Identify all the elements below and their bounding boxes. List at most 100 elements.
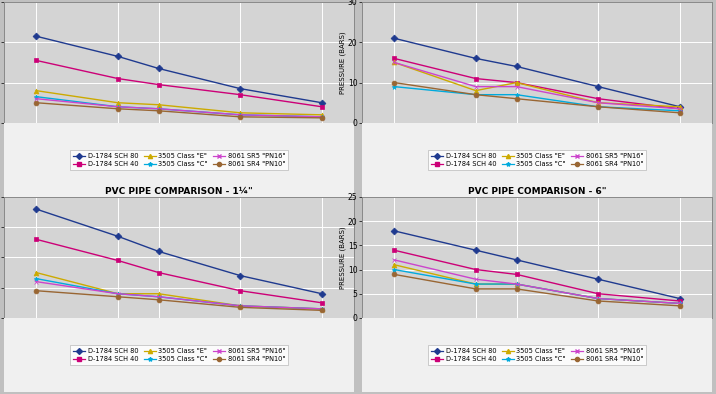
8061 SR4 "PN10" <box>236 305 245 310</box>
8061 SR4 "PN10" <box>594 104 602 109</box>
8061 SR4 "PN10" <box>236 115 245 119</box>
8061 SR4 "PN10" <box>155 108 163 113</box>
D-1784 SCH 80 <box>594 84 602 89</box>
3505 Class "C" <box>512 92 521 97</box>
X-axis label: TEMPERATURE(°F): TEMPERATURE(°F) <box>502 138 572 147</box>
D-1784 SCH 40 <box>32 58 41 63</box>
D-1784 SCH 40 <box>236 92 245 97</box>
Line: 3505 Class "C": 3505 Class "C" <box>392 84 682 113</box>
3505 Class "C" <box>471 92 480 97</box>
8061 SR4 "PN10" <box>114 106 122 111</box>
Title: PVC PIPE COMPARISON - 1¼": PVC PIPE COMPARISON - 1¼" <box>105 187 253 196</box>
X-axis label: TEMPERATURE(°F): TEMPERATURE(°F) <box>502 333 572 342</box>
3505 Class "C" <box>512 282 521 286</box>
Line: 3505 Class "E": 3505 Class "E" <box>34 270 324 311</box>
Line: 8061 SR4 "PN10": 8061 SR4 "PN10" <box>34 100 324 120</box>
D-1784 SCH 40 <box>390 56 398 61</box>
3505 Class "C" <box>155 106 163 111</box>
Legend: D-1784 SCH 80, D-1784 SCH 40, 3505 Class "E", 3505 Class "C", 8061 SR5 "PN16", 8: D-1784 SCH 80, D-1784 SCH 40, 3505 Class… <box>69 345 289 365</box>
Line: D-1784 SCH 40: D-1784 SCH 40 <box>392 248 682 303</box>
D-1784 SCH 40 <box>675 299 684 303</box>
8061 SR4 "PN10" <box>512 97 521 101</box>
3505 Class "E" <box>471 282 480 286</box>
3505 Class "C" <box>114 104 122 109</box>
D-1784 SCH 40 <box>114 76 122 81</box>
3505 Class "E" <box>236 303 245 308</box>
Legend: D-1784 SCH 80, D-1784 SCH 40, 3505 Class "E", 3505 Class "C", 8061 SR5 "PN16", 8: D-1784 SCH 80, D-1784 SCH 40, 3505 Class… <box>427 150 647 170</box>
D-1784 SCH 40 <box>471 76 480 81</box>
8061 SR4 "PN10" <box>318 308 326 313</box>
8061 SR5 "PN16" <box>318 115 326 119</box>
3505 Class "C" <box>236 112 245 117</box>
D-1784 SCH 40 <box>155 82 163 87</box>
8061 SR5 "PN16" <box>155 106 163 111</box>
3505 Class "E" <box>512 80 521 85</box>
8061 SR5 "PN16" <box>318 307 326 311</box>
D-1784 SCH 80 <box>318 100 326 105</box>
D-1784 SCH 80 <box>32 34 41 39</box>
8061 SR4 "PN10" <box>390 272 398 277</box>
8061 SR4 "PN10" <box>512 286 521 291</box>
3505 Class "E" <box>675 301 684 306</box>
8061 SR4 "PN10" <box>155 297 163 302</box>
Legend: D-1784 SCH 80, D-1784 SCH 40, 3505 Class "E", 3505 Class "C", 8061 SR5 "PN16", 8: D-1784 SCH 80, D-1784 SCH 40, 3505 Class… <box>427 345 647 365</box>
3505 Class "C" <box>390 267 398 272</box>
8061 SR4 "PN10" <box>471 92 480 97</box>
3505 Class "E" <box>318 112 326 117</box>
D-1784 SCH 40 <box>512 80 521 85</box>
Line: D-1784 SCH 80: D-1784 SCH 80 <box>392 229 682 301</box>
8061 SR5 "PN16" <box>594 296 602 301</box>
8061 SR4 "PN10" <box>675 303 684 308</box>
3505 Class "C" <box>114 292 122 296</box>
8061 SR5 "PN16" <box>155 294 163 299</box>
Title: PVC PIPE COMPARISON - 1": PVC PIPE COMPARISON - 1" <box>110 0 248 1</box>
8061 SR4 "PN10" <box>594 299 602 303</box>
8061 SR5 "PN16" <box>114 292 122 296</box>
Y-axis label: PRESSURE (BARS): PRESSURE (BARS) <box>339 31 347 94</box>
Line: 8061 SR4 "PN10": 8061 SR4 "PN10" <box>392 80 682 115</box>
8061 SR5 "PN16" <box>471 84 480 89</box>
Line: D-1784 SCH 80: D-1784 SCH 80 <box>392 36 682 109</box>
D-1784 SCH 40 <box>594 97 602 101</box>
Title: PVC PIPE COMPARISON - 6": PVC PIPE COMPARISON - 6" <box>468 187 606 196</box>
D-1784 SCH 80 <box>318 292 326 296</box>
8061 SR4 "PN10" <box>471 286 480 291</box>
3505 Class "E" <box>390 262 398 267</box>
D-1784 SCH 80 <box>390 36 398 41</box>
3505 Class "C" <box>236 303 245 308</box>
D-1784 SCH 40 <box>512 272 521 277</box>
Title: PVC PIPE COMPARISON - 4": PVC PIPE COMPARISON - 4" <box>468 0 606 1</box>
Line: D-1784 SCH 40: D-1784 SCH 40 <box>34 58 324 109</box>
Line: 8061 SR5 "PN16": 8061 SR5 "PN16" <box>392 257 682 306</box>
3505 Class "E" <box>155 102 163 107</box>
3505 Class "E" <box>236 110 245 115</box>
Line: 8061 SR4 "PN10": 8061 SR4 "PN10" <box>392 272 682 308</box>
Line: 8061 SR4 "PN10": 8061 SR4 "PN10" <box>34 288 324 313</box>
D-1784 SCH 40 <box>155 270 163 275</box>
D-1784 SCH 80 <box>512 258 521 262</box>
X-axis label: TEMPERATURE(°F): TEMPERATURE(°F) <box>144 333 214 342</box>
Y-axis label: PRESSURE (BARS): PRESSURE (BARS) <box>340 226 347 289</box>
8061 SR5 "PN16" <box>390 258 398 262</box>
D-1784 SCH 40 <box>675 106 684 111</box>
8061 SR5 "PN16" <box>675 301 684 306</box>
3505 Class "E" <box>32 88 41 93</box>
8061 SR4 "PN10" <box>675 110 684 115</box>
8061 SR4 "PN10" <box>114 294 122 299</box>
D-1784 SCH 80 <box>155 249 163 254</box>
3505 Class "E" <box>318 307 326 311</box>
3505 Class "E" <box>471 88 480 93</box>
3505 Class "C" <box>318 115 326 119</box>
X-axis label: TEMPERATURE(°F): TEMPERATURE(°F) <box>144 138 214 147</box>
Line: 8061 SR5 "PN16": 8061 SR5 "PN16" <box>392 60 682 111</box>
D-1784 SCH 80 <box>32 207 41 212</box>
8061 SR4 "PN10" <box>32 100 41 105</box>
3505 Class "C" <box>318 307 326 311</box>
3505 Class "E" <box>114 100 122 105</box>
3505 Class "E" <box>675 104 684 109</box>
D-1784 SCH 80 <box>114 234 122 239</box>
D-1784 SCH 40 <box>318 104 326 109</box>
3505 Class "C" <box>32 276 41 281</box>
Line: 3505 Class "C": 3505 Class "C" <box>34 94 324 119</box>
D-1784 SCH 40 <box>114 258 122 263</box>
